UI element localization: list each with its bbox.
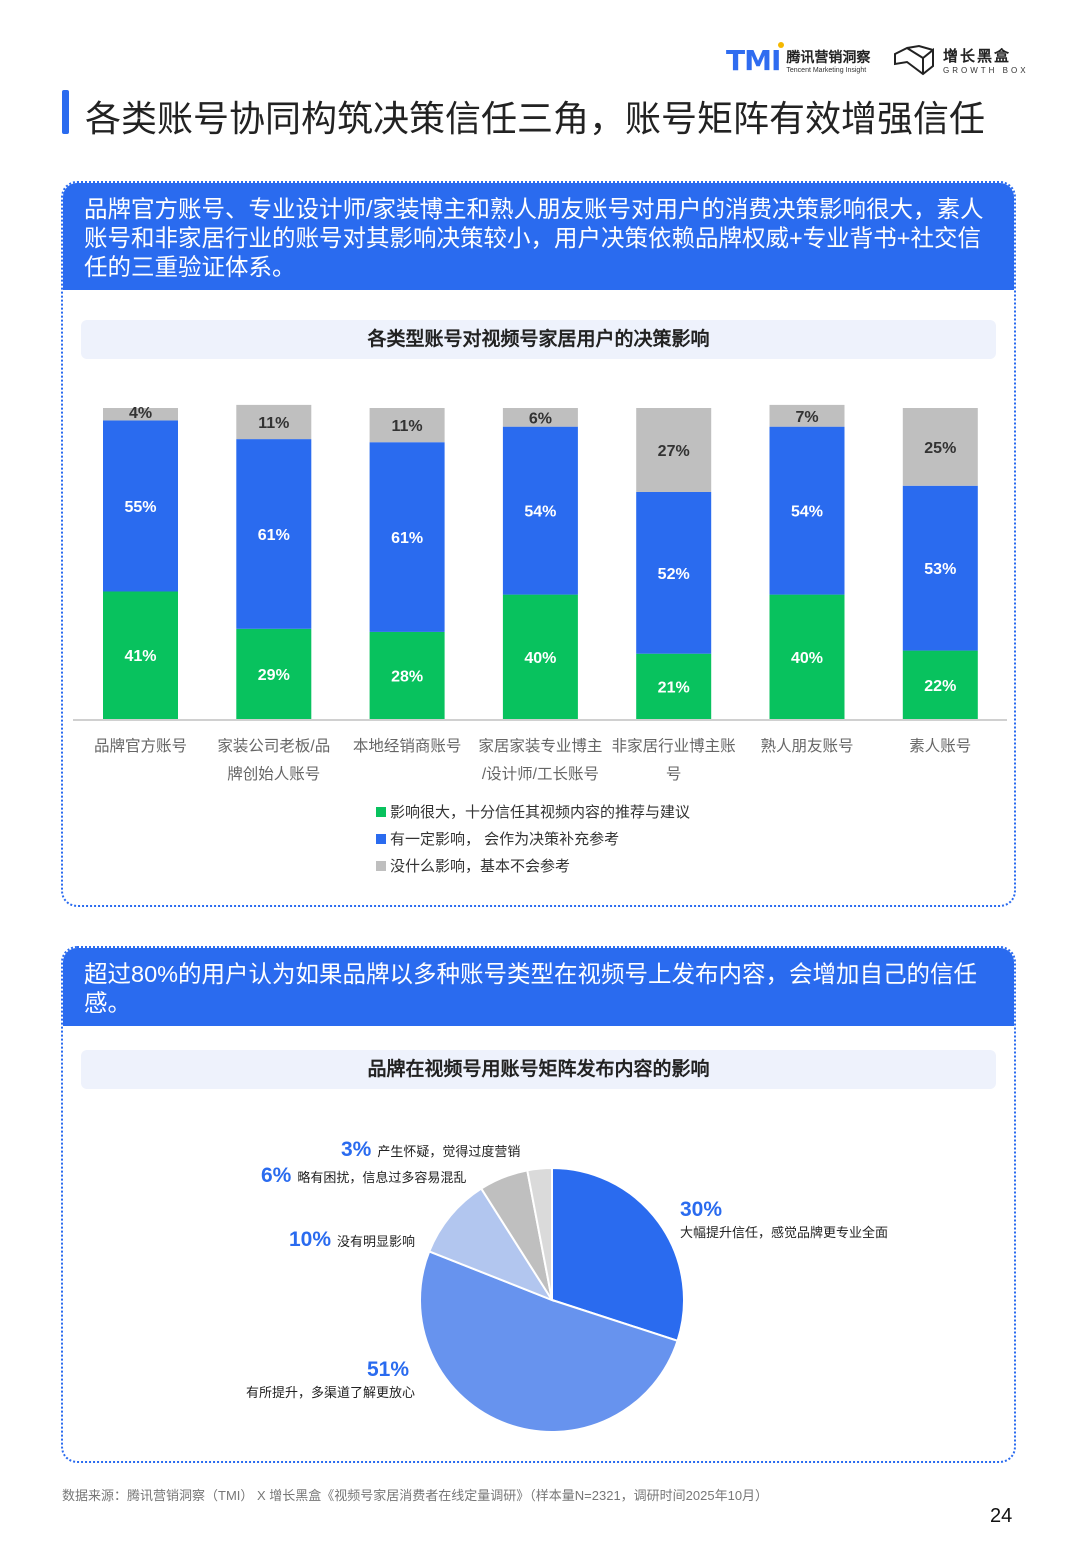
tmi-logo-cn: 腾讯营销洞察 bbox=[786, 49, 871, 65]
gb-logo-en: GROWTH BOX bbox=[943, 66, 1029, 75]
pie-slice bbox=[551, 1166, 685, 1343]
pie-slice bbox=[526, 1166, 553, 1301]
x-tick-label: 熟人朋友账号 bbox=[760, 738, 854, 755]
tmi-logo-mark: TMI bbox=[726, 42, 785, 77]
legend-item: 没什么影响，基本不会参考 bbox=[376, 852, 690, 879]
tmi-logo-en: Tencent Marketing Insight bbox=[786, 67, 867, 74]
bar-value-label: 21% bbox=[658, 679, 690, 696]
bar-segment bbox=[369, 408, 445, 443]
growth-box-logo: 增长黑盒 GROWTH BOX bbox=[893, 44, 1029, 76]
bar-value-label: 40% bbox=[524, 650, 556, 667]
bar-value-label: 27% bbox=[658, 443, 690, 460]
bar-segment bbox=[769, 426, 845, 595]
pie-label: 30% 大幅提升信任，感觉品牌更专业全面 bbox=[680, 1198, 889, 1240]
x-tick-label: 家装公司老板/品 牌创始人账号 bbox=[217, 738, 331, 783]
x-tick-label: 本地经销商账号 bbox=[352, 738, 462, 755]
bar-segment bbox=[502, 408, 578, 427]
pie-label: 3% 产生怀疑，觉得过度营销 bbox=[341, 1138, 521, 1161]
legend-swatch-green bbox=[376, 806, 386, 817]
bar-segment bbox=[902, 650, 978, 719]
bar-chart: 41% 55% 4% 29% 61% 11% 28% 61% 11% 40% 54% 6% 21% 52%… bbox=[73, 404, 1007, 721]
pie-chart-card: 超过80%的用户认为如果品牌以多种账号类型在视频号上发布内容，会增加自己的信任感… bbox=[61, 946, 1016, 1463]
page-title: 各类账号协同构筑决策信任三角，账号矩阵有效增强信任 bbox=[85, 98, 986, 139]
bar-segment bbox=[636, 408, 712, 492]
bar-segment bbox=[636, 653, 712, 719]
bar-value-label: 6% bbox=[529, 410, 552, 427]
page-number: 24 bbox=[990, 1505, 1013, 1527]
bar-value-label: 41% bbox=[124, 648, 156, 665]
box-icon bbox=[894, 44, 934, 76]
bar-segment bbox=[902, 485, 978, 651]
bar-value-label: 28% bbox=[391, 668, 423, 685]
x-tick-label: 素人账号 bbox=[909, 738, 972, 755]
bar-segment bbox=[236, 439, 312, 629]
bar-value-label: 54% bbox=[791, 504, 823, 521]
x-tick-label: 品牌官方账号 bbox=[93, 738, 187, 755]
chart-title: 各类型账号对视频号家居用户的决策影响 bbox=[81, 320, 996, 359]
x-tick-label: 非家居行业博主账号 bbox=[611, 738, 736, 783]
bar-value-label: 4% bbox=[129, 405, 152, 422]
bar-segment bbox=[103, 420, 178, 592]
gb-logo-cn: 增长黑盒 bbox=[943, 48, 1012, 65]
bar-value-label: 53% bbox=[924, 561, 956, 578]
legend-item: 影响很大，十分信任其视频内容的推荐与建议 bbox=[376, 798, 690, 825]
tmi-logo: TMI 腾讯营销洞察 Tencent Marketing Insight bbox=[726, 42, 871, 77]
bar-segment bbox=[369, 631, 445, 719]
bar-value-label: 11% bbox=[392, 418, 423, 435]
bar-segment bbox=[369, 442, 445, 632]
bar-chart-card: 品牌官方账号、专业设计师/家装博主和熟人朋友账号对用户的消费决策影响很大，素人账… bbox=[61, 181, 1016, 907]
pie-label: 10% 没有明显影响 bbox=[289, 1228, 416, 1251]
bar-segment bbox=[236, 628, 312, 719]
bar-value-label: 25% bbox=[924, 440, 956, 457]
bar-segment bbox=[236, 404, 312, 440]
data-source: 数据来源：腾讯营销洞察（TMI） X 增长黑盒《视频号家居消费者在线定量调研》（… bbox=[62, 1488, 769, 1503]
pie-slice bbox=[427, 1187, 555, 1303]
bar-value-label: 7% bbox=[795, 409, 818, 426]
title-accent-bar bbox=[62, 90, 69, 134]
pie-chart bbox=[419, 1166, 685, 1433]
bar-value-label: 54% bbox=[524, 504, 556, 521]
bar-segment bbox=[769, 404, 845, 427]
bar-value-label: 22% bbox=[924, 678, 956, 695]
bar-segment bbox=[502, 594, 578, 719]
bar-value-label: 61% bbox=[391, 530, 423, 547]
bar-value-label: 61% bbox=[258, 527, 290, 544]
bar-value-label: 55% bbox=[124, 499, 156, 516]
bar-segment bbox=[636, 491, 712, 654]
card-headline: 品牌官方账号、专业设计师/家装博主和熟人朋友账号对用户的消费决策影响很大，素人账… bbox=[63, 183, 1014, 290]
bar-segment bbox=[902, 408, 978, 486]
pie-slice bbox=[419, 1250, 679, 1433]
card-headline: 超过80%的用户认为如果品牌以多种账号类型在视频号上发布内容，会增加自己的信任感… bbox=[63, 948, 1014, 1026]
x-tick-label: 家居家装专业博主/设计师/工长账号 bbox=[478, 738, 603, 783]
bar-segment bbox=[502, 426, 578, 595]
legend-swatch-gray bbox=[376, 860, 386, 871]
bar-value-label: 29% bbox=[258, 667, 290, 684]
bar-segment bbox=[769, 594, 845, 719]
pie-label: 51% 有所提升，多渠道了解更放心 bbox=[246, 1358, 416, 1400]
bar-value-label: 40% bbox=[791, 650, 823, 667]
bar-value-label: 52% bbox=[658, 566, 690, 583]
bar-value-label: 11% bbox=[258, 415, 289, 432]
chart-title: 品牌在视频号用账号矩阵发布内容的影响 bbox=[81, 1050, 996, 1089]
legend: 影响很大，十分信任其视频内容的推荐与建议 有一定影响， 会作为决策补充参考 没什… bbox=[376, 798, 690, 879]
bar-segment bbox=[103, 591, 178, 719]
bar-segment bbox=[103, 408, 178, 421]
legend-item: 有一定影响， 会作为决策补充参考 bbox=[376, 825, 690, 852]
pie-label: 6% 略有困扰，信息过多容易混乱 bbox=[261, 1164, 467, 1187]
legend-swatch-blue bbox=[376, 833, 386, 844]
